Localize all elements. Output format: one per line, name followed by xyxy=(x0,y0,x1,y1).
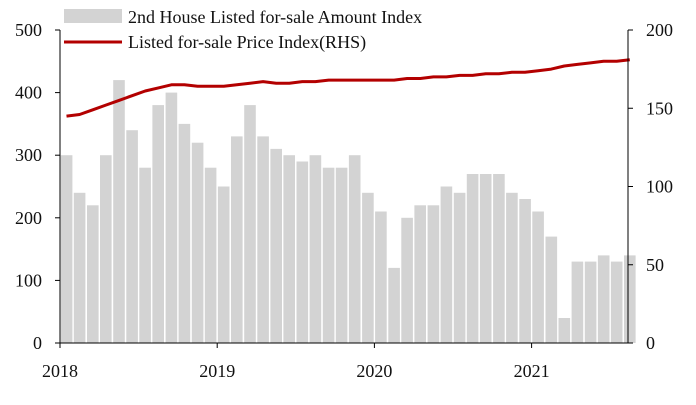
bar-2019-01 xyxy=(217,186,230,343)
bar-2021-01 xyxy=(532,211,544,343)
bar-2021-04 xyxy=(571,261,584,343)
bar-2018-08 xyxy=(152,105,164,343)
bar-2018-02 xyxy=(73,192,86,343)
right-axis-ticks: 0 50 100 150 200 xyxy=(628,20,673,353)
x-tick-label: 2020 xyxy=(356,361,392,381)
right-tick-label: 150 xyxy=(646,98,673,118)
left-tick-label: 200 xyxy=(15,208,42,228)
bar-2020-08 xyxy=(466,174,479,343)
right-tick-label: 50 xyxy=(646,255,664,275)
bar-2018-06 xyxy=(126,130,138,343)
bar-2019-03 xyxy=(244,105,256,343)
left-tick-label: 500 xyxy=(15,20,42,40)
bar-2020-09 xyxy=(479,174,492,343)
x-tick-label: 2019 xyxy=(199,361,235,381)
bar-2021-03 xyxy=(558,318,571,343)
bar-2020-07 xyxy=(453,192,466,343)
bar-2018-07 xyxy=(139,167,151,343)
price-index-line xyxy=(66,58,630,118)
x-tick-label: 2021 xyxy=(514,361,550,381)
left-tick-label: 0 xyxy=(33,333,42,353)
bar-2020-05 xyxy=(427,205,440,343)
bar-2018-05 xyxy=(113,80,125,343)
bar-2021-06 xyxy=(597,255,610,343)
right-tick-label: 200 xyxy=(646,20,673,40)
bar-2021-02 xyxy=(545,236,558,343)
bar-2020-10 xyxy=(493,174,505,343)
left-tick-label: 100 xyxy=(15,270,42,290)
bar-series xyxy=(60,80,636,344)
bar-2019-09 xyxy=(322,167,335,343)
bar-2018-10 xyxy=(178,123,191,344)
bar-2019-04 xyxy=(257,136,269,343)
bar-2021-05 xyxy=(584,261,597,343)
bar-2019-11 xyxy=(348,155,361,343)
bar-2020-12 xyxy=(519,199,531,343)
legend-swatch-amount-index xyxy=(64,9,122,23)
x-axis-ticks: 2018 2019 2020 2021 xyxy=(42,343,550,381)
left-tick-label: 300 xyxy=(15,145,42,165)
bar-2019-10 xyxy=(335,167,348,343)
bar-2020-03 xyxy=(401,217,413,343)
bar-2021-08 xyxy=(624,255,636,343)
bar-2020-04 xyxy=(414,205,426,343)
bar-2018-01 xyxy=(60,155,73,343)
bar-2019-05 xyxy=(270,148,282,343)
bar-2020-02 xyxy=(388,267,400,343)
bar-2020-11 xyxy=(506,192,518,343)
bar-2019-06 xyxy=(283,155,295,343)
bar-2018-03 xyxy=(87,205,99,343)
line-series-layer xyxy=(66,58,630,118)
bar-2019-07 xyxy=(296,161,309,343)
bar-2019-08 xyxy=(309,155,322,343)
bar-2018-12 xyxy=(204,167,217,343)
left-tick-label: 400 xyxy=(15,83,42,103)
legend-label-price-index: Listed for-sale Price Index(RHS) xyxy=(128,32,366,53)
x-tick-label: 2018 xyxy=(42,361,78,381)
right-tick-label: 100 xyxy=(646,177,673,197)
bar-2021-07 xyxy=(610,261,623,343)
bar-2019-02 xyxy=(231,136,243,343)
bar-2020-01 xyxy=(375,211,387,343)
bar-2018-04 xyxy=(100,155,112,343)
bar-2019-12 xyxy=(362,192,374,343)
legend-label-amount-index: 2nd House Listed for-sale Amount Index xyxy=(128,7,422,27)
bar-2018-09 xyxy=(165,92,178,343)
left-axis-ticks: 0 100 200 300 400 500 xyxy=(15,20,60,353)
bar-2018-11 xyxy=(191,142,204,343)
bar-2020-06 xyxy=(440,186,453,343)
legend: 2nd House Listed for-sale Amount Index L… xyxy=(64,7,422,53)
right-tick-label: 0 xyxy=(646,333,655,353)
